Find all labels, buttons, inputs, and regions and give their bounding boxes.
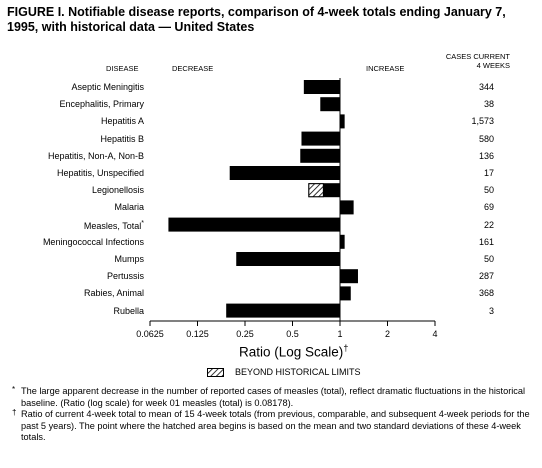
hatch-legend-swatch [207, 368, 224, 377]
case-count-0: 344 [478, 82, 494, 92]
x-tick-label-5: 2 [384, 329, 391, 339]
bar-row-8 [168, 217, 340, 232]
footnote-text: The large apparent decrease in the numbe… [21, 386, 526, 408]
bar-row-5 [229, 166, 340, 180]
footnote-mark: † [12, 408, 17, 417]
disease-label-5: Hepatitis, Unspecified [56, 168, 144, 178]
cases-header-line1: CASES CURRENT [445, 52, 510, 61]
x-tick-label-2: 0.25 [236, 329, 254, 339]
x-tick-label-6: 4 [432, 329, 438, 339]
cases-header-line2: 4 WEEKS [476, 61, 510, 70]
case-count-1: 38 [483, 99, 494, 110]
case-count-10: 50 [483, 254, 494, 264]
bar-row-11 [340, 269, 358, 284]
case-count-4: 136 [478, 150, 494, 161]
footnote-ratio: † Ratio of current 4-week total to mean o… [12, 408, 537, 444]
figure-title: FIGURE I. Notifiable disease reports, co… [7, 5, 506, 34]
x-axis-title-mark: † [343, 343, 349, 353]
disease-label-9: Meningococcal Infections [42, 236, 144, 247]
disease-label-1: Encephalitis, Primary [59, 99, 144, 110]
case-count-8: 22 [483, 219, 494, 230]
bar-row-4 [300, 148, 340, 163]
footnote-text: Ratio of current 4-week total to mean of… [21, 409, 530, 442]
case-count-3: 580 [478, 133, 494, 144]
bar-row-0 [303, 80, 340, 94]
disease-label-4: Hepatitis, Non-A, Non-B [47, 150, 144, 161]
bar-row-1 [320, 97, 340, 112]
bar-row-9 [340, 234, 345, 249]
bar-row-7 [340, 200, 354, 215]
case-count-9: 161 [478, 236, 494, 247]
bar-row-3 [301, 131, 340, 146]
x-axis-title-text: Ratio (Log Scale) [239, 344, 344, 360]
footnote-mark: * [12, 385, 16, 394]
bar-row-10 [236, 252, 340, 266]
disease-column-header: DISEASE [106, 64, 139, 73]
cases-column-header: CASES CURRENT 4 WEEKS [420, 52, 510, 70]
case-count-7: 69 [483, 202, 494, 213]
case-count-12: 368 [478, 288, 494, 299]
case-count-13: 3 [488, 305, 494, 316]
case-count-2: 1,573 [471, 116, 494, 127]
increase-header: INCREASE [366, 64, 405, 73]
case-count-6: 50 [483, 185, 494, 196]
x-tick-label-4: 1 [337, 329, 343, 339]
disease-label-11: Pertussis [106, 271, 144, 282]
hatched-segment-row-6 [308, 183, 324, 198]
disease-footnote-mark: * [141, 219, 144, 227]
case-count-5: 17 [483, 168, 494, 178]
case-count-11: 287 [478, 271, 494, 282]
disease-label-8: Measles, Total* [83, 219, 144, 231]
x-axis-title: Ratio (Log Scale)† [239, 343, 348, 360]
footnotes: * The large apparent decrease in the numb… [12, 385, 537, 444]
bar-row-2 [340, 114, 345, 129]
disease-label-12: Rabies, Animal [83, 288, 144, 299]
disease-label-3: Hepatitis B [100, 133, 144, 144]
bars-layer [168, 80, 358, 318]
x-tick-label-0: 0.0625 [136, 329, 164, 339]
disease-label-2: Hepatitis A [100, 116, 144, 127]
x-tick-label-3: 0.5 [286, 329, 299, 339]
axis-layer [149, 78, 436, 326]
disease-label-13: Rubella [113, 305, 144, 316]
legend-label: BEYOND HISTORICAL LIMITS [235, 367, 361, 377]
x-tick-label-1: 0.125 [186, 329, 209, 339]
bar-row-12 [340, 286, 351, 301]
disease-label-6: Legionellosis [91, 185, 144, 196]
decrease-header: DECREASE [172, 64, 214, 73]
disease-label-7: Malaria [114, 202, 144, 213]
footnote-measles: * The large apparent decrease in the numb… [12, 385, 537, 409]
disease-label-10: Mumps [114, 254, 144, 264]
bar-row-13 [226, 303, 340, 318]
disease-label-0: Aseptic Meningitis [71, 82, 144, 92]
